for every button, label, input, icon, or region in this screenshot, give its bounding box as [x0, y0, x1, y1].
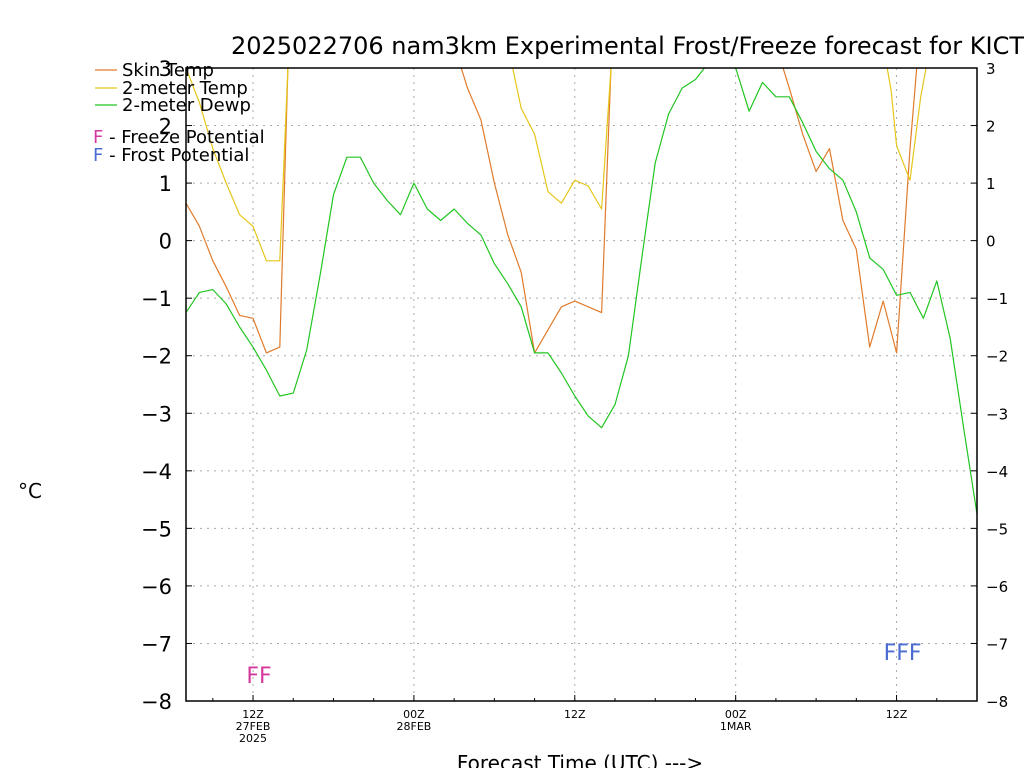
y-tick-label-left: −7	[141, 632, 172, 656]
legend: Skin Temp 2-meter Temp 2-meter Dewp F - …	[93, 60, 265, 166]
y-axis-unit-label: °C	[18, 479, 42, 503]
x-tick-label: 1MAR	[720, 720, 752, 733]
freeze-potential-letter: F	[93, 127, 103, 148]
potential-marker: FFF	[884, 641, 922, 666]
chart-title: 2025022706 nam3km Experimental Frost/Fre…	[231, 32, 1024, 60]
frost-potential-letter: F	[93, 145, 103, 166]
y-tick-label-left: 3	[159, 57, 172, 81]
x-tick-label: 12Z	[242, 708, 264, 721]
legend-label-skin-temp: Skin Temp	[122, 60, 214, 81]
x-tick-label: 28FEB	[397, 720, 432, 733]
x-tick-label: 00Z	[403, 708, 425, 721]
x-tick-label: 2025	[239, 732, 267, 745]
series-lines	[186, 68, 977, 515]
y-tick-label-right: −4	[986, 463, 1008, 481]
y-tick-label-left: −5	[141, 517, 172, 541]
x-tick-label: 27FEB	[236, 720, 271, 733]
x-tick-label: 12Z	[886, 708, 908, 721]
potential-marker: FF	[246, 664, 271, 689]
y-tick-label-right: 2	[986, 118, 996, 136]
y-tick-label-right: 0	[986, 233, 996, 251]
freeze-potential-legend: F - Freeze Potential	[93, 127, 265, 148]
x-axis-label: Forecast Time (UTC) --->	[457, 751, 703, 768]
y-tick-label-right: −6	[986, 578, 1008, 596]
y-tick-label-left: 2	[159, 115, 172, 139]
y-tick-label-right: −7	[986, 635, 1008, 653]
legend-label-2m-dewp: 2-meter Dewp	[122, 95, 251, 116]
y-tick-label-left: −3	[141, 402, 172, 426]
y-tick-label-left: −6	[141, 575, 172, 599]
frost-potential-text: - Frost Potential	[103, 145, 249, 166]
y-tick-label-right: −3	[986, 405, 1008, 423]
y-tick-label-right: −8	[986, 693, 1008, 711]
y-tick-label-left: −4	[141, 460, 172, 484]
y-tick-label-right: 3	[986, 60, 996, 78]
y-tick-label-right: −2	[986, 348, 1008, 366]
y-axis-ticks: −8 −8 −7 −7 −6 −6 −5 −5 −4 −4 −3 −3 −2 −2 −1 −1 0 0 1 1 2 2 3 3	[141, 57, 1008, 714]
y-tick-label-left: −2	[141, 345, 172, 369]
y-tick-label-right: −1	[986, 290, 1008, 308]
plot-frame	[185, 67, 978, 702]
x-tick-label: 00Z	[725, 708, 747, 721]
legend-label-2m-temp: 2-meter Temp	[122, 78, 248, 99]
y-tick-label-left: −8	[141, 690, 172, 714]
y-tick-label-left: 0	[159, 230, 172, 254]
y-tick-label-right: −5	[986, 520, 1008, 538]
y-tick-label-left: 1	[159, 172, 172, 196]
y-tick-label-left: −1	[141, 287, 172, 311]
x-tick-label: 12Z	[564, 708, 586, 721]
series-line-skin-temp	[186, 68, 918, 354]
y-tick-label-right: 1	[986, 175, 996, 193]
series-line-2-meter-temp	[186, 68, 927, 262]
series-line-2-meter-dewp	[186, 68, 977, 515]
frost-potential-legend: F - Frost Potential	[93, 145, 249, 166]
grid-lines	[186, 68, 977, 701]
freeze-potential-text: - Freeze Potential	[103, 127, 264, 148]
